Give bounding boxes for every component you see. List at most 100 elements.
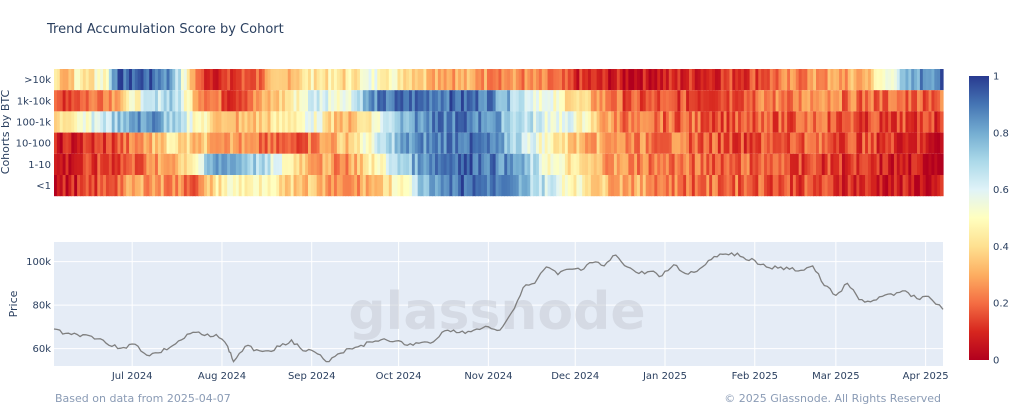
heatmap-cell (807, 90, 811, 112)
heatmap-cell (689, 111, 693, 133)
heatmap-cell (206, 175, 211, 197)
heatmap-cell (801, 69, 806, 91)
heatmap-cell (576, 153, 580, 175)
heatmap-cell (437, 111, 442, 133)
heatmap-cell (181, 132, 185, 154)
heatmap-cell (709, 132, 713, 154)
heatmap-cell (212, 90, 217, 112)
heatmap-cell (637, 111, 641, 133)
heatmap-cell (619, 153, 624, 175)
heatmap-cell (463, 69, 468, 91)
heatmap-cell (319, 111, 324, 133)
heatmap-cell (322, 175, 326, 197)
heatmap-cell (766, 90, 771, 112)
heatmap-cell (784, 69, 788, 91)
heatmap-cell (504, 132, 508, 154)
heatmap-cell (599, 90, 604, 112)
heatmap-cell (463, 111, 468, 133)
heatmap-cell (322, 69, 326, 91)
heatmap-cell (79, 175, 84, 197)
heatmap-cell (498, 153, 502, 175)
heatmap-cell (712, 153, 716, 175)
heatmap-cell (691, 175, 696, 197)
heatmap-cell (97, 153, 101, 175)
heatmap-cell (258, 111, 263, 133)
heatmap-cell (657, 90, 661, 112)
heatmap-cell (348, 90, 352, 112)
heatmap-cell (458, 132, 462, 154)
heatmap-cell (140, 175, 145, 197)
heatmap-cell (123, 153, 127, 175)
heatmap-cell (596, 111, 601, 133)
heatmap-cell (749, 111, 754, 133)
heatmap-cell (472, 111, 477, 133)
heatmap-cell (709, 153, 713, 175)
heatmap-cell (293, 132, 298, 154)
heatmap-cell (414, 132, 419, 154)
heatmap-cell (752, 90, 756, 112)
heatmap-cell (856, 111, 860, 133)
heatmap-cell (435, 111, 439, 133)
heatmap-cell (538, 90, 543, 112)
heatmap-cell (691, 90, 696, 112)
heatmap-cell (611, 175, 615, 197)
heatmap-cell (175, 153, 179, 175)
heatmap-cell (377, 69, 381, 91)
heatmap-cell (564, 153, 569, 175)
heatmap-cell (611, 90, 615, 112)
heatmap-cell (648, 69, 653, 91)
heatmap-cell (801, 111, 806, 133)
heatmap-cell (599, 69, 604, 91)
heatmap-cell (420, 153, 425, 175)
heatmap-cell (319, 175, 324, 197)
heatmap-cell (576, 132, 580, 154)
heatmap-cell (105, 111, 110, 133)
heatmap-cell (824, 153, 829, 175)
heatmap-cell (821, 175, 826, 197)
heatmap-cell (178, 153, 182, 175)
heatmap-cell (357, 69, 361, 91)
heatmap-cell (238, 111, 243, 133)
heatmap-cell (91, 111, 96, 133)
heatmap-cell (778, 132, 782, 154)
colorbar-tick-label: 0 (993, 356, 999, 367)
heatmap-cell (426, 175, 430, 197)
heatmap-cell (348, 132, 352, 154)
heatmap-cell (362, 111, 367, 133)
heatmap-cell (160, 175, 165, 197)
heatmap-cell (602, 69, 606, 91)
heatmap-cell (279, 69, 283, 91)
heatmap-cell (518, 111, 523, 133)
heatmap-cell (253, 175, 257, 197)
heatmap-cell (576, 111, 580, 133)
heatmap-cell (215, 153, 220, 175)
heatmap-cell (489, 175, 494, 197)
heatmap-cell (406, 175, 410, 197)
heatmap-cell (738, 153, 742, 175)
heatmap-cell (282, 153, 286, 175)
heatmap-cell (62, 132, 67, 154)
heatmap-cell (131, 69, 136, 91)
heatmap-cell (527, 153, 531, 175)
heatmap-cell (100, 111, 104, 133)
heatmap-cell (833, 132, 837, 154)
heatmap-cell (380, 111, 384, 133)
heatmap-cell (668, 132, 673, 154)
heatmap-cell (570, 111, 575, 133)
price-x-ticks: Jul 2024 Aug 2024 Sep 2024 Oct 2024 Nov 2024… (111, 371, 949, 382)
heatmap-cell (501, 90, 505, 112)
heatmap-cell (940, 90, 944, 112)
heatmap-cell (908, 90, 912, 112)
heatmap-cell (455, 153, 459, 175)
colorbar-tick-label: 0.6 (993, 185, 1009, 196)
heatmap-cell (720, 132, 725, 154)
heatmap-cell (157, 175, 162, 197)
heatmap-cell (637, 175, 641, 197)
heatmap-cell (111, 69, 116, 91)
heatmap-cell (195, 69, 199, 91)
heatmap-cell (400, 111, 404, 133)
heatmap-cell (100, 175, 104, 197)
heatmap-cell (368, 175, 373, 197)
heatmap-cell (608, 90, 612, 112)
heatmap-cell (602, 90, 606, 112)
